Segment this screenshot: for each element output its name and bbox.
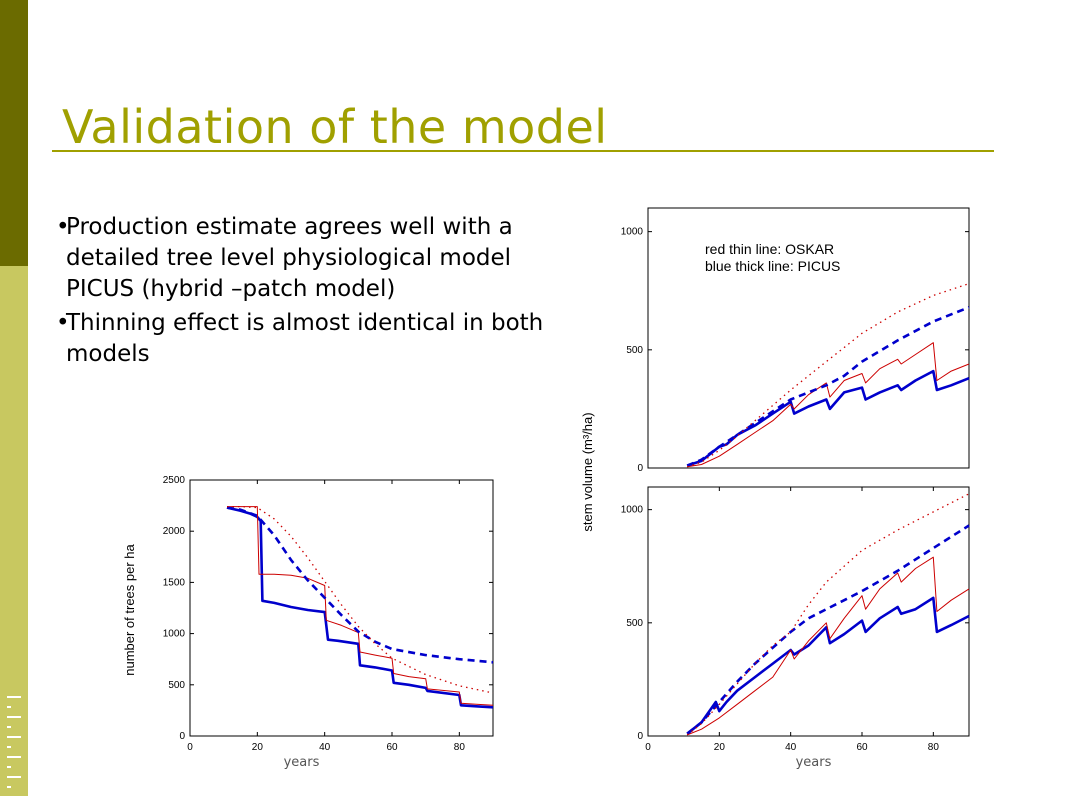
x-tick-label: 80 [454, 742, 466, 753]
brand-tick-marks [7, 696, 21, 788]
x-tick-label: 60 [386, 742, 398, 753]
x-tick-label: 20 [252, 742, 264, 753]
stem-volume-chart-bottom-svg: 0 500 1000 0 20 40 60 80 years [621, 486, 970, 770]
slide-title: Validation of the model [62, 100, 608, 154]
oskar-series-line [687, 556, 970, 736]
oskar-series-line [687, 342, 970, 468]
y-tick-label: 0 [179, 731, 185, 742]
bullet-item: • Thinning effect is almost identical in… [56, 308, 576, 370]
stem-volume-chart-bottom: 0 500 1000 0 20 40 60 80 years [570, 475, 990, 785]
y-tick-label: 0 [637, 731, 643, 742]
stem-volume-chart-top: 0 500 1000 stem volume (m³/ha) red thin line… [570, 200, 990, 532]
picus-dashed-series-line [686, 306, 970, 467]
y-axis-label: stem volume (m³/ha) [580, 412, 595, 531]
legend-entry: red thin line: OSKAR [705, 241, 834, 257]
y-tick-label: 2500 [163, 475, 186, 486]
x-axis-label: years [284, 755, 320, 770]
y-tick-label: 1000 [621, 227, 644, 238]
plot-frame [189, 479, 494, 737]
legend-entry: blue thick line: PICUS [705, 258, 840, 274]
y-tick-label: 2000 [163, 526, 186, 537]
plot-frame [647, 207, 970, 469]
x-tick-label: 80 [928, 742, 940, 753]
picus-dashed-series-line [686, 524, 970, 735]
bullet-dot: • [56, 214, 70, 240]
trees-per-ha-chart: 0 500 1000 1500 2000 2500 0 20 40 60 80 years number… [110, 470, 510, 790]
sidebar-accent-dark [0, 0, 28, 266]
y-tick-label: 500 [626, 618, 643, 629]
picus-dashed-series-line [226, 506, 494, 664]
y-tick-label: 500 [168, 680, 185, 691]
x-tick-label: 40 [785, 742, 797, 753]
bullet-dot: • [56, 310, 70, 336]
x-tick-label: 20 [714, 742, 726, 753]
x-tick-label: 40 [319, 742, 331, 753]
y-tick-label: 0 [637, 463, 643, 474]
x-tick-label: 0 [645, 742, 651, 753]
picus-series-line [686, 596, 970, 735]
title-underline [52, 150, 994, 152]
y-axis-label: number of trees per ha [122, 543, 137, 675]
y-tick-label: 1500 [163, 577, 186, 588]
trees-per-ha-chart-svg: 0 500 1000 1500 2000 2500 0 20 40 60 80 years number… [122, 475, 494, 770]
bullet-text: Thinning effect is almost identical in b… [66, 310, 544, 367]
sidebar-accent-light [0, 266, 28, 796]
oskar-series-line [227, 506, 494, 706]
bullet-item: • Production estimate agrees well with a… [56, 212, 576, 305]
stem-volume-chart-top-svg: 0 500 1000 stem volume (m³/ha) red thin line… [580, 207, 970, 532]
bullet-list: • Production estimate agrees well with a… [56, 212, 576, 373]
x-axis-label: years [796, 755, 832, 770]
y-tick-label: 500 [626, 345, 643, 356]
plot-frame [647, 486, 970, 737]
x-tick-label: 60 [856, 742, 868, 753]
y-tick-label: 1000 [163, 629, 186, 640]
oskar-dotted-series-line [227, 505, 494, 694]
x-tick-label: 0 [187, 742, 193, 753]
y-tick-label: 1000 [621, 505, 644, 516]
insea-brand-mark: I N S E A [2, 520, 26, 796]
bullet-text: Production estimate agrees well with a d… [66, 214, 513, 302]
